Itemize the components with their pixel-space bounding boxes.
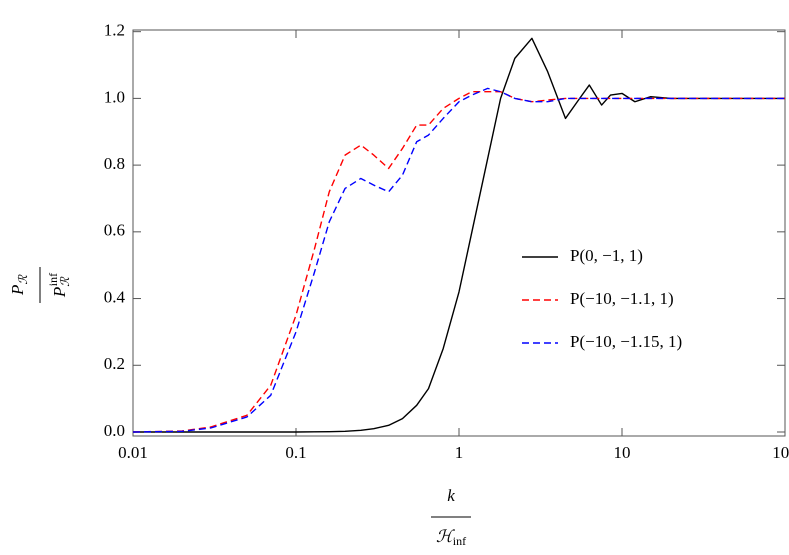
x-tick-label: 0.01	[118, 443, 148, 462]
x-tick-label: 1	[455, 443, 464, 462]
legend-label: P(0, −1, 1)	[570, 246, 643, 265]
y-label-den-sup: inf	[46, 273, 60, 286]
x-label-den: ℋinf	[436, 527, 466, 548]
y-label-den: Pℛinf	[46, 273, 72, 298]
y-tick-label: 0.8	[104, 154, 125, 173]
y-tick-label: 1.2	[104, 21, 125, 40]
y-label-den-sub: ℛ	[58, 276, 72, 287]
y-tick-label: 0.6	[104, 221, 125, 240]
y-tick-label: 0.2	[104, 354, 125, 373]
x-tick-label: 10	[614, 443, 631, 462]
series-line	[132, 91, 785, 433]
y-tick-label: 0.4	[104, 287, 126, 306]
x-label-num: k	[447, 486, 455, 505]
series-line	[133, 37, 785, 433]
plot-frame	[132, 29, 786, 437]
series-line	[132, 87, 785, 433]
x-axis-label: k ℋinf	[431, 486, 471, 548]
y-label-den-main: P	[50, 287, 69, 298]
y-tick-label: 0.0	[104, 421, 125, 440]
x-label-den-sub: inf	[453, 534, 466, 548]
x-label-den-main: ℋ	[436, 527, 456, 546]
y-axis-label: Pℛ Pℛinf	[8, 267, 72, 303]
x-tick-label: 100	[772, 443, 789, 462]
y-label-num-main: P	[8, 285, 27, 296]
x-tick-label: 0.1	[285, 443, 306, 462]
legend-label: P(−10, −1.15, 1)	[570, 332, 682, 351]
legend-label: P(−10, −1.1, 1)	[570, 289, 674, 308]
y-tick-label: 1.0	[104, 87, 125, 106]
y-label-num-sub: ℛ	[16, 274, 30, 285]
y-label-num: Pℛ	[8, 274, 30, 296]
